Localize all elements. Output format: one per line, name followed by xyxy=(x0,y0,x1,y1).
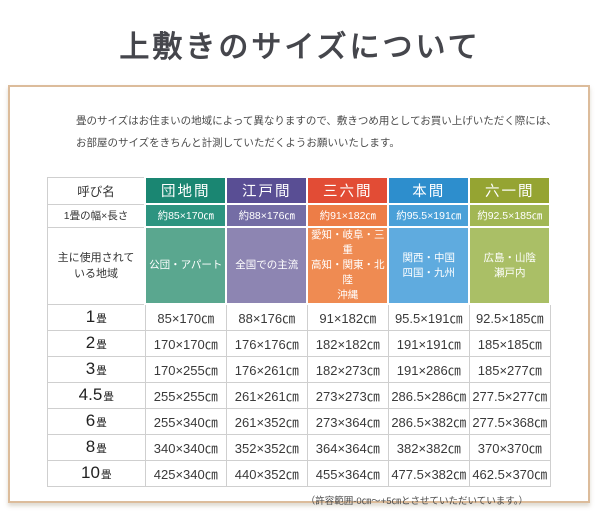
size-cell: 95.5×191㎝ xyxy=(387,303,470,331)
column-header-rokuichima: 六一間 xyxy=(468,176,552,205)
size-data-row: 1畳 85×170㎝ 88×176㎝ 91×182㎝ 95.5×191㎝ 92.… xyxy=(46,303,551,331)
one-mat-size-row-label: 1畳の幅×長さ xyxy=(46,203,146,228)
intro-line-1: 畳のサイズはお住まいの地域によって異なりますので、敷きつめ用としてお買い上げいた… xyxy=(76,115,557,127)
size-cell: 352×352㎝ xyxy=(225,433,308,461)
row-label: 10畳 xyxy=(46,459,146,487)
region-cell: 関西・中国 四国・九州 xyxy=(387,226,471,305)
row-label: 8畳 xyxy=(46,433,146,461)
size-cell: 185×185㎝ xyxy=(468,329,551,357)
size-cell: 286.5×286㎝ xyxy=(387,381,470,409)
size-cell: 286.5×382㎝ xyxy=(387,407,470,435)
one-mat-size-cell: 約95.5×191㎝ xyxy=(387,203,471,228)
size-data-row: 10畳 425×340㎝ 440×352㎝ 455×364㎝ 477.5×382… xyxy=(46,459,551,487)
size-cell: 191×191㎝ xyxy=(387,329,470,357)
size-cell: 261×352㎝ xyxy=(225,407,308,435)
one-mat-size-cell: 約91×182㎝ xyxy=(306,203,390,228)
size-cell: 261×261㎝ xyxy=(225,381,308,409)
header-row: 呼び名 団地間 江戸間 三六間 本間 六一間 xyxy=(46,176,552,205)
corner-header: 呼び名 xyxy=(46,176,146,205)
size-cell: 425×340㎝ xyxy=(144,459,227,487)
size-cell: 170×255㎝ xyxy=(144,355,227,383)
size-cell: 340×340㎝ xyxy=(144,433,227,461)
size-cell: 370×370㎝ xyxy=(468,433,551,461)
column-header-honma: 本間 xyxy=(387,176,471,205)
size-data-row: 6畳 255×340㎝ 261×352㎝ 273×364㎝ 286.5×382㎝… xyxy=(46,407,551,435)
column-header-edoma: 江戸間 xyxy=(225,176,309,205)
region-cell: 全国での主流 xyxy=(225,226,309,305)
info-panel: 畳のサイズはお住まいの地域によって異なりますので、敷きつめ用としてお買い上げいた… xyxy=(8,85,590,507)
size-cell: 255×255㎝ xyxy=(144,381,227,409)
intro-text: 畳のサイズはお住まいの地域によって異なりますので、敷きつめ用としてお買い上げいた… xyxy=(10,87,588,154)
size-cell: 182×273㎝ xyxy=(306,355,389,383)
size-cell: 462.5×370㎝ xyxy=(468,459,551,487)
size-cell: 176×176㎝ xyxy=(225,329,308,357)
size-cell: 85×170㎝ xyxy=(144,303,227,331)
region-row-label: 主に使用されて いる地域 xyxy=(46,226,146,305)
tolerance-footnote: （許容範囲-0㎝～+5㎝とさせていただいています。） xyxy=(305,495,528,507)
size-data-row: 8畳 340×340㎝ 352×352㎝ 364×364㎝ 382×382㎝ 3… xyxy=(46,433,551,461)
intro-line-2: お部屋のサイズをきちんと計測していただくようお願いいたします。 xyxy=(76,137,400,149)
size-cell: 477.5×382㎝ xyxy=(387,459,470,487)
size-cell: 273×273㎝ xyxy=(306,381,389,409)
size-cell: 92.5×185㎝ xyxy=(468,303,551,331)
size-cell: 191×286㎝ xyxy=(387,355,470,383)
size-data-row: 4.5畳 255×255㎝ 261×261㎝ 273×273㎝ 286.5×28… xyxy=(46,381,551,409)
column-header-danchima: 団地間 xyxy=(144,176,228,205)
size-cell: 277.5×277㎝ xyxy=(468,381,551,409)
tatami-size-table: 呼び名 団地間 江戸間 三六間 本間 六一間 1畳の幅×長さ 約85×170㎝ … xyxy=(46,176,552,487)
region-cell: 広島・山陰 瀬戸内 xyxy=(468,226,552,305)
region-row-label-line1: 主に使用されて xyxy=(57,251,135,264)
size-cell: 382×382㎝ xyxy=(387,433,470,461)
one-mat-size-cell: 約92.5×185㎝ xyxy=(468,203,552,228)
size-cell: 91×182㎝ xyxy=(306,303,389,331)
size-cell: 176×261㎝ xyxy=(225,355,308,383)
size-cell: 255×340㎝ xyxy=(144,407,227,435)
region-row: 主に使用されて いる地域 公団・アパート 全国での主流 愛知・岐阜・三重 高知・関… xyxy=(46,226,552,305)
size-cell: 364×364㎝ xyxy=(306,433,389,461)
row-label: 4.5畳 xyxy=(46,381,146,409)
page-title: 上敷きのサイズについて xyxy=(119,31,481,64)
column-header-saburokuma: 三六間 xyxy=(306,176,390,205)
one-mat-size-row: 1畳の幅×長さ 約85×170㎝ 約88×176㎝ 約91×182㎝ 約95.5… xyxy=(46,203,552,228)
size-cell: 88×176㎝ xyxy=(225,303,308,331)
size-cell: 440×352㎝ xyxy=(225,459,308,487)
size-cell: 182×182㎝ xyxy=(306,329,389,357)
region-cell: 公団・アパート xyxy=(144,226,228,305)
row-label: 3畳 xyxy=(46,355,146,383)
size-cell: 273×364㎝ xyxy=(306,407,389,435)
row-label: 1畳 xyxy=(46,303,146,331)
one-mat-size-cell: 約85×170㎝ xyxy=(144,203,228,228)
region-cell: 愛知・岐阜・三重 高知・関東・北陸 沖縄 xyxy=(306,226,390,305)
size-cell: 277.5×368㎝ xyxy=(468,407,551,435)
size-cell: 185×277㎝ xyxy=(468,355,551,383)
size-cell: 170×170㎝ xyxy=(144,329,227,357)
row-label: 2畳 xyxy=(46,329,146,357)
size-cell: 455×364㎝ xyxy=(306,459,389,487)
row-label: 6畳 xyxy=(46,407,146,435)
size-data-row: 3畳 170×255㎝ 176×261㎝ 182×273㎝ 191×286㎝ 1… xyxy=(46,355,551,383)
size-data-row: 2畳 170×170㎝ 176×176㎝ 182×182㎝ 191×191㎝ 1… xyxy=(46,329,551,357)
region-row-label-line2: いる地域 xyxy=(74,267,118,280)
one-mat-size-cell: 約88×176㎝ xyxy=(225,203,309,228)
